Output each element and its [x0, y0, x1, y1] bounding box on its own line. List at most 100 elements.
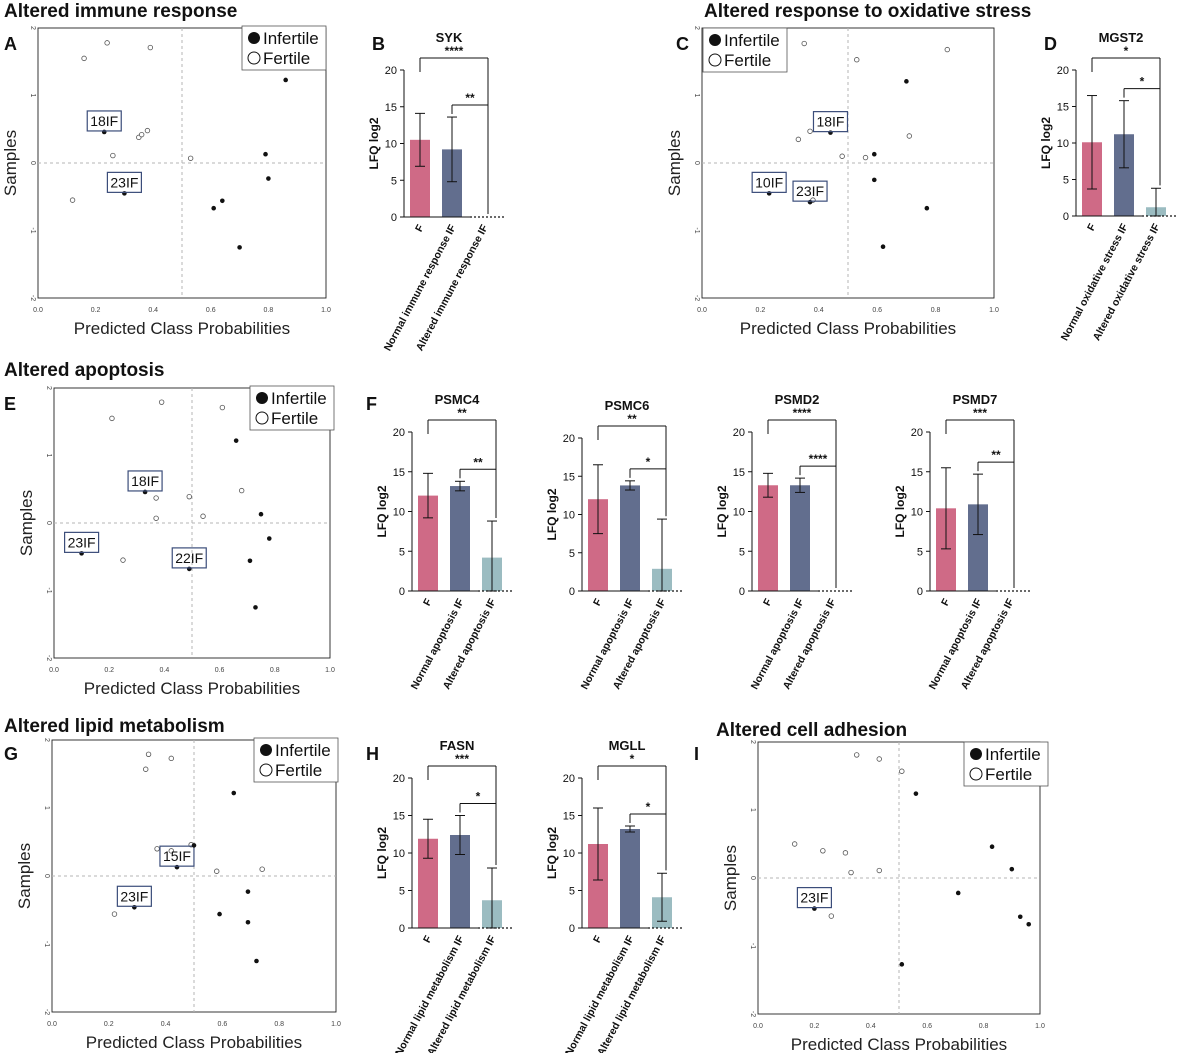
fertile-point [111, 911, 118, 917]
x-axis-title: Predicted Class Probabilities [86, 1033, 302, 1052]
y-tick-label: 20 [385, 65, 397, 77]
infertile-point [989, 844, 995, 850]
panel-letter-h: H [366, 744, 379, 764]
bar-chart-title: PSMD7 [953, 392, 998, 407]
panel-letter-f: F [366, 394, 377, 414]
sample-annotation: 18IF [86, 110, 122, 132]
y-tick-label: -2 [43, 1009, 50, 1015]
infertile-point [217, 911, 222, 917]
bar [450, 486, 470, 591]
y-tick-label: 10 [1057, 138, 1069, 150]
infertile-point [871, 177, 877, 183]
y-tick-label: 0 [391, 212, 397, 224]
y-tick-label: 0 [1063, 211, 1069, 223]
fertile-point [876, 756, 882, 762]
section-title-oxidative: Altered response to oxidative stress [704, 1, 1031, 22]
sample-annotation: 18IF [812, 111, 849, 133]
x-tick-label: 0.2 [104, 667, 114, 674]
fertile-point [238, 487, 245, 494]
fertile-point [259, 866, 265, 872]
y-axis-title: LFQ log2 [367, 117, 381, 169]
significance-label: **** [445, 44, 464, 58]
fertile-point [801, 40, 807, 47]
significance-label: * [646, 455, 651, 469]
y-tick-label: 5 [399, 546, 405, 558]
x-tick-label: 0.0 [753, 1023, 763, 1030]
section-title-apoptosis: Altered apoptosis [4, 360, 164, 381]
fertile-point [842, 850, 849, 856]
y-tick-label: 0 [749, 876, 756, 880]
x-tick-label: 0.0 [697, 307, 707, 314]
fertile-point [120, 557, 126, 563]
fertile-point [854, 57, 860, 63]
legend-infertile-label: Infertile [263, 29, 319, 48]
fertile-point [154, 846, 160, 852]
x-tick-label: 0.4 [160, 667, 170, 674]
y-tick-label: -1 [29, 227, 36, 233]
fertile-point [820, 848, 826, 854]
sample-annotation: 23IF [796, 886, 833, 909]
panel-letter-c: C [676, 34, 689, 54]
y-tick-label: 0 [739, 586, 745, 598]
fertile-point [899, 768, 905, 774]
significance-label: *** [973, 406, 987, 420]
legend-infertile-marker [256, 392, 268, 404]
infertile-point [263, 151, 268, 157]
fertile-point [795, 136, 802, 143]
x-tick-label: 0.8 [979, 1023, 989, 1030]
x-axis-title: Predicted Class Probabilities [791, 1035, 1007, 1053]
x-tick-label: 0.6 [215, 667, 225, 674]
fertile-point [876, 867, 882, 874]
panel-letter-a: A [4, 34, 17, 54]
bar [936, 508, 956, 591]
fertile-point [944, 46, 950, 53]
infertile-point [191, 843, 197, 848]
x-tick-label: 0.2 [104, 1021, 114, 1028]
infertile-point [1017, 914, 1023, 920]
annotation-label: 18IF [90, 113, 118, 129]
legend-fertile-label: Fertile [724, 51, 771, 70]
x-tick-label: 0.4 [866, 1023, 876, 1030]
y-tick-label: 10 [733, 507, 745, 519]
bar-chart-title: MGST2 [1099, 30, 1144, 45]
panel-letter-e: E [4, 394, 16, 414]
scatter-panel-c: 0.0 0.2 0.4 0.6 0.8 1.0 -2 -1 0 1 2 Predicted Class… [665, 26, 999, 338]
y-tick-label: 1 [29, 94, 36, 98]
bar [968, 504, 988, 591]
fertile-point [862, 154, 869, 161]
x-tick-label: 0.0 [47, 1021, 57, 1028]
infertile-point [1026, 921, 1032, 927]
y-tick-label: 10 [393, 848, 405, 860]
y-axis-title: LFQ log2 [545, 827, 559, 879]
infertile-point [132, 904, 137, 910]
infertile-point [812, 906, 817, 911]
fertile-point [839, 153, 845, 159]
bar [418, 495, 438, 591]
fertile-point [168, 755, 174, 762]
significance-label: ** [457, 406, 467, 420]
y-tick-label: 20 [733, 427, 745, 439]
category-label: F [939, 596, 953, 608]
y-tick-label: 1 [45, 454, 52, 458]
infertile-point [211, 205, 216, 211]
y-tick-label: -1 [749, 943, 756, 949]
panel-letter-b: B [372, 34, 385, 54]
x-tick-label: 0.2 [91, 307, 101, 314]
y-tick-label: 0 [43, 874, 50, 878]
category-label: F [421, 596, 435, 608]
scatter-panel-i: 0.0 0.2 0.4 0.6 0.8 1.0 -2 -1 0 1 2 Predicted Class… [721, 740, 1049, 1053]
bar [758, 485, 778, 591]
y-tick-label: 5 [739, 546, 745, 558]
significance-label: * [630, 752, 635, 766]
significance-label: *** [455, 752, 469, 766]
y-tick-label: 20 [393, 427, 405, 439]
y-tick-label: 0 [569, 586, 575, 598]
annotation-label: 23IF [110, 174, 138, 190]
y-tick-label: 15 [563, 811, 575, 823]
x-tick-label: 0.6 [206, 307, 216, 314]
y-tick-label: -2 [693, 295, 700, 301]
legend-fertile-marker [255, 411, 269, 425]
infertile-point [220, 198, 225, 204]
